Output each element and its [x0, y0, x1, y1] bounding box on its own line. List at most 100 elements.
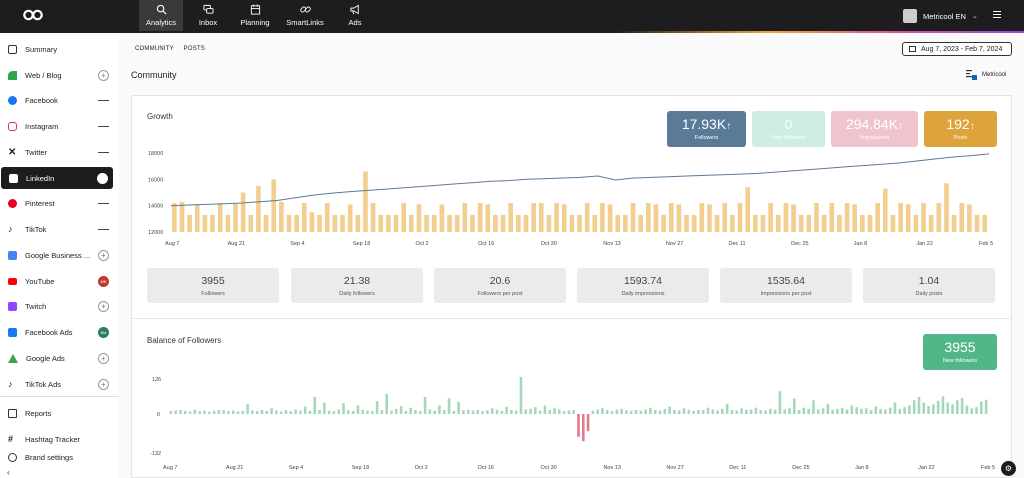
chevron-left-icon[interactable]: ‹	[7, 468, 10, 477]
sidebar-item-label: Reports	[25, 408, 52, 418]
y-tick-label: 16000	[148, 177, 163, 183]
kpi-followers[interactable]: 17.93K↑ Followers	[667, 111, 746, 147]
posts-bar	[523, 214, 529, 232]
tab-community[interactable]: COMMUNITY	[135, 46, 174, 52]
posts-bar	[500, 214, 506, 232]
balance-bar	[893, 402, 897, 414]
posts-bar	[668, 203, 674, 232]
posts-bar	[760, 214, 766, 232]
kpi-impressions[interactable]: 294.84K↑ Impressions	[831, 111, 918, 147]
balance-bar	[548, 410, 552, 414]
balance-bar	[385, 394, 388, 414]
sidebar-item-facebook-ads[interactable]: Facebook Ads BM	[0, 321, 114, 343]
x-tick-label: Aug 7	[163, 465, 177, 471]
balance-bar	[217, 410, 221, 414]
sidebar-item-label: Google Business ...	[25, 250, 91, 260]
balance-bar	[639, 410, 643, 414]
sidebar-item-pinterest[interactable]: Pinterest	[0, 192, 114, 214]
add-icon[interactable]: +	[98, 69, 109, 81]
balance-bar	[529, 408, 532, 414]
sidebar-divider	[0, 396, 119, 397]
balance-bar	[831, 410, 834, 414]
gear-icon[interactable]: ⚙	[1001, 461, 1016, 476]
balance-bar	[682, 408, 686, 414]
sidebar-item-tiktok[interactable]: ♪ TikTok	[0, 218, 114, 240]
hamburger-menu-icon[interactable]	[993, 11, 1001, 19]
stat-label: Daily followers	[339, 291, 375, 297]
brand-list-icon[interactable]	[98, 224, 109, 235]
add-icon[interactable]: +	[98, 378, 109, 390]
kpi-value: 0	[784, 116, 793, 132]
sidebar-item-summary[interactable]: Summary	[0, 38, 114, 60]
add-icon[interactable]: +	[98, 249, 109, 261]
nav-smartlinks[interactable]: SmartLinks	[280, 0, 330, 31]
balance-bar	[183, 410, 187, 414]
posts-bar	[898, 203, 903, 232]
brand-badge[interactable]: BM	[98, 326, 109, 338]
balance-bar	[629, 410, 633, 414]
kpi-label: Followers	[694, 135, 719, 141]
nav-ads[interactable]: Ads	[333, 0, 377, 31]
brand-list-icon[interactable]	[98, 95, 109, 106]
stat-value: 21.38	[343, 275, 371, 287]
nav-planning[interactable]: Planning	[233, 0, 277, 31]
brand-list-icon[interactable]	[98, 198, 109, 209]
sidebar-item-google-ads[interactable]: Google Ads +	[0, 347, 114, 369]
sidebar-item-instagram[interactable]: Instagram	[0, 115, 114, 137]
nav-inbox[interactable]: Inbox	[186, 0, 230, 31]
balance-bar	[323, 402, 326, 414]
kpi-new-followers[interactable]: 3955 New followers	[923, 334, 997, 370]
add-icon[interactable]: +	[98, 352, 109, 364]
x-tick-label: Oct 2	[415, 465, 428, 471]
instagram-icon	[8, 121, 17, 131]
balance-bar	[605, 410, 609, 414]
brand-selector[interactable]: Metricool	[966, 70, 1006, 80]
brand-badge[interactable]: ME	[98, 275, 109, 287]
balance-bar	[936, 400, 940, 414]
stat-daily-posts: 1.04 Daily posts	[863, 268, 995, 303]
posts-bar	[775, 214, 781, 232]
brand-list-icon[interactable]	[97, 172, 108, 184]
balance-bar	[759, 410, 763, 414]
stat-label: Followers per post	[477, 291, 523, 297]
sidebar-item-linkedin[interactable]: LinkedIn	[1, 167, 113, 189]
balance-bar	[941, 396, 945, 414]
balance-bar	[816, 409, 820, 414]
balance-bar	[356, 405, 360, 414]
balance-bar	[687, 409, 691, 414]
sidebar-item-twitch[interactable]: Twitch +	[0, 295, 114, 317]
balance-bar	[625, 410, 628, 414]
balance-bar	[860, 408, 863, 414]
sidebar-item-google-business[interactable]: Google Business ... +	[0, 244, 114, 266]
calendar-icon	[250, 4, 260, 15]
sidebar-item-web-blog[interactable]: Web / Blog +	[0, 64, 114, 86]
nav-analytics[interactable]: Analytics	[139, 0, 183, 31]
kpi-paid-followers[interactable]: 0 Paid followers	[752, 111, 825, 147]
posts-bar	[745, 187, 751, 232]
sidebar-item-reports[interactable]: Reports	[0, 402, 114, 424]
posts-bar	[233, 203, 238, 232]
sidebar-item-label: TikTok	[25, 224, 47, 234]
sidebar-item-twitter[interactable]: ✕ Twitter	[0, 141, 114, 163]
add-icon[interactable]: +	[98, 300, 109, 312]
sidebar-item-facebook[interactable]: Facebook	[0, 89, 114, 111]
user-menu[interactable]: Metricool EN ⌄	[903, 9, 978, 23]
kpi-posts[interactable]: 192↑ Posts	[924, 111, 997, 147]
sidebar-item-tiktok-ads[interactable]: ♪ TikTok Ads +	[0, 373, 114, 395]
y-tick-label: -132	[150, 451, 161, 457]
metricool-logo[interactable]	[22, 8, 44, 22]
posts-bar	[577, 214, 582, 232]
x-tick-label: Nov 13	[603, 465, 620, 471]
sidebar-item-brand-settings[interactable]: Brand settings	[0, 453, 114, 463]
date-range-picker[interactable]: Aug 7, 2023 - Feb 7, 2024	[902, 42, 1012, 56]
balance-bar	[452, 410, 456, 414]
balance-bar	[303, 406, 307, 414]
brand-list-icon[interactable]	[98, 121, 109, 132]
sidebar-item-youtube[interactable]: YouTube ME	[0, 270, 114, 292]
tab-posts[interactable]: POSTS	[183, 46, 206, 52]
balance-bar	[519, 376, 523, 414]
sidebar-item-hashtag-tracker[interactable]: # Hashtag Tracker	[0, 428, 114, 450]
balance-bar	[908, 405, 911, 414]
brand-list-icon[interactable]	[98, 147, 109, 158]
balance-bar	[697, 410, 700, 414]
